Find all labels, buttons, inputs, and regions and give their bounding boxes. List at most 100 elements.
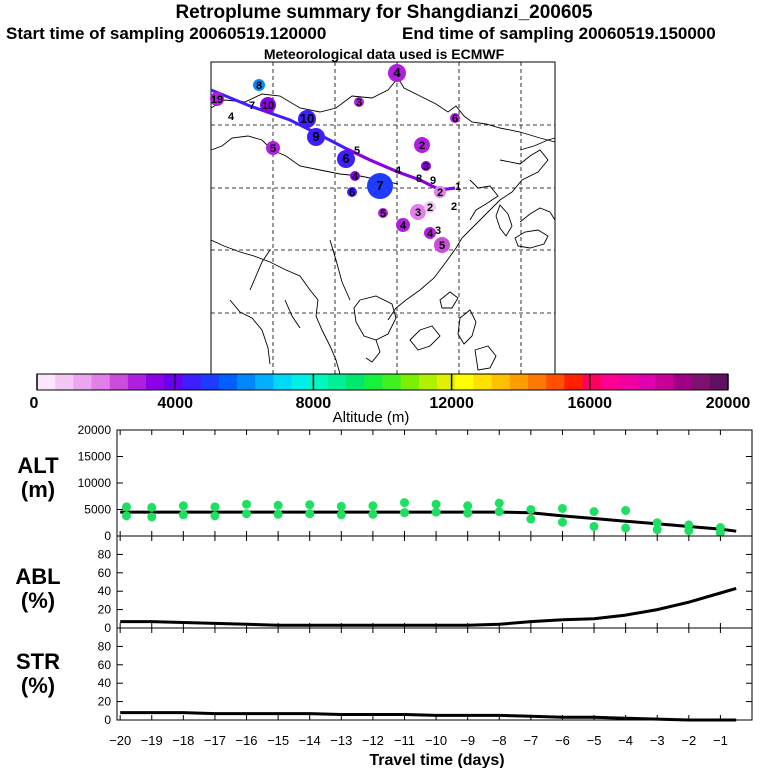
colorbar-swatch [73,374,93,390]
particle-dot [526,514,536,524]
colorbar-swatch [437,374,456,390]
colorbar-swatch [37,374,56,390]
colorbar-swatch [473,374,493,390]
particle-dot [715,528,725,538]
x-tick-label: −6 [555,733,570,748]
particle-dot [684,526,694,536]
plume-circle [307,128,325,146]
x-tick-label: −7 [523,733,538,748]
x-tick-label: −12 [362,733,384,748]
plume-circle [414,137,430,153]
plume-circle [210,92,224,106]
plume-circle [260,97,276,113]
x-tick-label: −15 [267,733,289,748]
met-data-label: Meteorological data used is ECMWF [263,46,505,62]
y-tick-label: 0 [104,621,111,635]
x-tick-label: −5 [587,733,602,748]
x-tick-label: −10 [425,733,447,748]
colorbar-swatch [709,374,729,390]
x-tick-label: −16 [235,733,257,748]
particle-dot [242,499,252,509]
panel-frame [116,535,753,629]
panel-frame [116,627,753,721]
colorbar-swatch [564,374,584,390]
colorbar-swatch [164,374,183,390]
particle-dot [368,501,378,511]
plume-day-label: 4 [400,220,407,232]
colorbar-swatch [418,374,438,390]
x-tick-label: −13 [330,733,352,748]
x-axis-title: Travel time (days) [369,752,504,768]
plume-day-label: 2 [437,187,443,199]
plume-day-label: 6 [452,113,458,125]
x-tick-label: −2 [681,733,696,748]
colorbar-swatch [291,374,311,390]
particle-dot [121,502,131,512]
colorbar-swatch [691,374,711,390]
plume-circle [367,173,393,199]
y-tick-label: 40 [98,584,112,598]
altitude-colorbar: 0 4000 8000 12000 16000 20000 Altitude (m) [30,373,750,426]
particle-dot [431,507,441,517]
plume-circle [424,227,436,239]
colorbar-swatch [400,374,420,390]
x-tick-label: −14 [299,733,321,748]
end-time-label: End time of sampling 20060519.150000 [402,24,716,43]
plume-day-label: 5 [270,143,276,155]
plume-day-label: 4 [352,171,359,183]
plume-day-label: 4 [427,228,434,240]
plume-day-label: 2 [451,201,457,213]
particle-dot [147,512,157,522]
particle-dot [368,509,378,519]
y-tick-label: 20 [98,695,112,709]
plume-circle [450,113,460,123]
particle-dot [621,506,631,516]
abl-axis-label: ABL (%) [3,565,73,613]
str-axis-label: STR (%) [3,650,73,698]
colorbar-swatch [127,374,147,390]
colorbar-swatch [600,374,620,390]
x-tick-label: −18 [172,733,194,748]
y-tick-label: 20000 [78,423,112,437]
colorbar-swatch [673,374,693,390]
colorbar-swatch [182,374,202,390]
plume-circle [421,161,431,171]
plume-day-label: 6 [349,187,355,199]
plume-day-label: 1 [455,181,461,193]
particle-dot [494,498,504,508]
particle-dot [336,510,346,520]
x-tick-label: −19 [141,733,163,748]
colorbar-tick-label: 4000 [157,395,193,412]
particle-dot [399,498,409,508]
x-tick-label: −4 [618,733,633,748]
colorbar-swatch [546,374,565,390]
particle-dot [147,502,157,512]
plume-day-label: 4 [393,65,401,80]
plume-day-label: 3 [415,207,421,219]
plume-circle [350,171,360,181]
chart-title: Retroplume summary for Shangdianzi_20060… [175,2,593,23]
plume-day-label: 5 [439,240,445,252]
particle-dot [273,509,283,519]
colorbar-title: Altitude (m) [333,409,410,426]
colorbar-swatch [237,374,256,390]
colorbar-tick-label: 12000 [429,395,474,412]
x-tick-label: −17 [204,733,226,748]
plume-day-label: 7 [376,178,383,193]
x-tick-label: −11 [394,733,415,748]
y-tick-label: 10000 [78,476,112,490]
plume-circle [388,64,406,82]
particle-dot [178,510,188,520]
plume-day-label: 9 [430,175,436,187]
axis-label-line: (%) [20,588,56,613]
plume-day-label: 6 [342,151,349,166]
particle-dot [557,503,567,513]
time-series-panels: 0 5000 10000 15000 20000 0 20 40 60 80 0 20 40 60 80 −2… [78,423,753,768]
particle-dot [621,523,631,533]
particle-dot [178,501,188,511]
colorbar-swatch [218,374,238,390]
y-tick-label: 0 [104,529,111,543]
particle-dot [305,509,315,519]
plume-day-label: 10 [262,100,274,112]
